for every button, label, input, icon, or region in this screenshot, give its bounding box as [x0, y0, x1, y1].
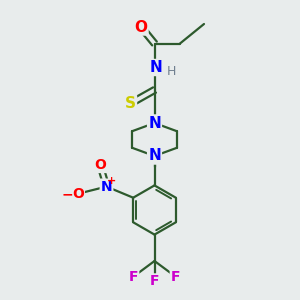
Text: F: F: [171, 270, 180, 283]
Text: F: F: [150, 274, 159, 288]
Text: −: −: [62, 188, 73, 201]
Text: +: +: [107, 176, 116, 186]
Text: N: N: [148, 148, 161, 164]
Text: O: O: [72, 188, 84, 201]
Text: N: N: [148, 116, 161, 130]
Text: S: S: [125, 96, 136, 111]
Text: F: F: [129, 270, 138, 283]
Text: H: H: [166, 64, 176, 78]
Text: O: O: [94, 158, 106, 172]
Text: N: N: [150, 60, 162, 75]
Text: O: O: [134, 20, 148, 34]
Text: N: N: [101, 180, 112, 194]
